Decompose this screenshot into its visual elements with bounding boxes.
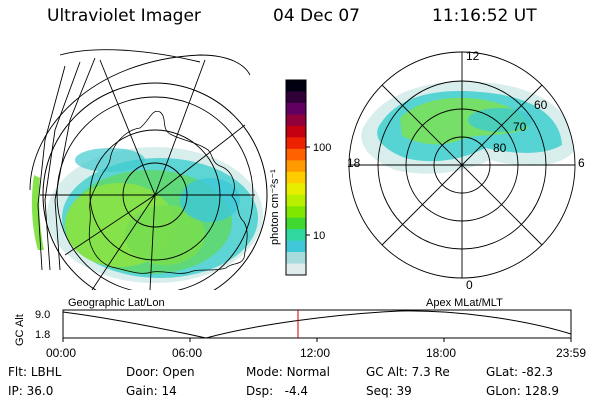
alt-x-tick-1: 06:00: [172, 346, 202, 360]
geographic-map: [29, 49, 268, 290]
status-mode-value: Normal: [286, 365, 330, 379]
mlat-label-60: 60: [534, 98, 548, 112]
colorbar-tick-label-100: 100: [313, 142, 331, 154]
apex-map-label: Apex MLat/MLT: [426, 297, 503, 309]
status-label: GLon:: [486, 384, 521, 398]
colorbar-stripe: [286, 240, 306, 253]
status-label: Seq:: [366, 384, 393, 398]
status-gain: Gain: 14: [126, 385, 177, 397]
limb-arc: [31, 175, 44, 250]
colorbar-stripe: [286, 160, 306, 173]
apex-grid: [348, 51, 576, 279]
altitude-x-ticks: [62, 338, 572, 342]
status-gcalt-value: 7.3 Re: [411, 365, 450, 379]
colorbar-stripe: [286, 137, 306, 150]
status-glon: GLon: 128.9: [486, 385, 559, 397]
colorbar-stripe: [286, 252, 306, 265]
status-label: Door:: [126, 365, 159, 379]
colorbar-stripe: [286, 148, 306, 161]
status-glon-value: 128.9: [524, 384, 559, 398]
alt-x-tick-2: 12:00: [300, 346, 330, 360]
status-label: Gain:: [126, 384, 158, 398]
colorbar-stripe: [286, 229, 306, 242]
alt-y-tick-low: 1.8: [35, 329, 50, 341]
alt-x-tick-4: 23:59: [556, 346, 586, 360]
status-seq: Seq: 39: [366, 385, 412, 397]
colorbar-stripe: [286, 125, 306, 138]
geo-aurora: [47, 147, 263, 283]
status-flt: Flt: LBHL: [8, 366, 61, 378]
altitude-strip: 9.0 1.8 GC Alt 00:00 06:00 12:00 18:00 2…: [14, 309, 586, 360]
colorbar-unit-label: photon cm⁻²s⁻¹: [269, 169, 281, 245]
alt-x-tick-0: 00:00: [46, 346, 76, 360]
mlt-label-12: 12: [466, 49, 480, 63]
status-ip-value: 36.0: [26, 384, 54, 398]
colorbar-stripe: [286, 217, 306, 230]
colorbar-stripe: [286, 80, 306, 92]
status-door-value: Open: [162, 365, 195, 379]
status-dsp: Dsp: -4.4: [246, 385, 308, 397]
date-label: 04 Dec 07: [273, 6, 360, 26]
altitude-curve: [62, 310, 572, 339]
status-ip: IP: 36.0: [8, 385, 53, 397]
status-flt-value: LBHL: [30, 365, 62, 379]
colorbar: 100 10 photon cm⁻²s⁻¹: [269, 79, 331, 276]
status-gcalt: GC Alt: 7.3 Re: [366, 366, 450, 378]
status-label: IP:: [8, 384, 23, 398]
alt-x-tick-3: 18:00: [426, 346, 456, 360]
alt-y-tick-high: 9.0: [35, 309, 50, 321]
status-seq-value: 39: [396, 384, 412, 398]
colorbar-tick-label-10: 10: [313, 230, 325, 242]
status-glat: GLat: -82.3: [486, 366, 553, 378]
status-label: GLat:: [486, 365, 519, 379]
geo-map-label: Geographic Lat/Lon: [68, 297, 165, 309]
status-gain-value: 14: [161, 384, 177, 398]
status-dsp-value: -4.4: [284, 384, 309, 398]
status-label: GC Alt:: [366, 365, 408, 379]
time-label: 11:16:52 UT: [432, 6, 537, 26]
apex-map: 12 18 6 0 60 70 80: [347, 49, 585, 292]
apex-aurora: [361, 81, 575, 174]
status-label: Dsp:: [246, 384, 274, 398]
colorbar-stripe: [286, 102, 306, 115]
colorbar-frame: [285, 79, 307, 276]
status-label: Mode:: [246, 365, 283, 379]
mlat-label-80: 80: [493, 141, 507, 155]
status-door: Door: Open: [126, 366, 195, 378]
instrument-title: Ultraviolet Imager: [47, 6, 201, 26]
mlat-label-70: 70: [513, 120, 527, 134]
geo-border: [42, 82, 268, 290]
colorbar-stripe: [286, 183, 306, 196]
mlt-label-0: 0: [466, 278, 473, 292]
mlt-label-6: 6: [578, 156, 585, 170]
status-glat-value: -82.3: [521, 365, 553, 379]
colorbar-stripe: [286, 171, 306, 184]
colorbar-stripe: [286, 206, 306, 219]
status-mode: Mode: Normal: [246, 366, 330, 378]
mlt-label-18: 18: [347, 156, 361, 170]
coastline: [88, 110, 248, 274]
colorbar-stripe: [286, 91, 306, 104]
alt-axis-label: GC Alt: [14, 314, 26, 346]
colorbar-stripe: [286, 114, 306, 127]
status-label: Flt:: [8, 365, 27, 379]
colorbar-stripe: [286, 263, 306, 276]
geo-grid: [29, 49, 255, 290]
colorbar-stripe: [286, 194, 306, 207]
